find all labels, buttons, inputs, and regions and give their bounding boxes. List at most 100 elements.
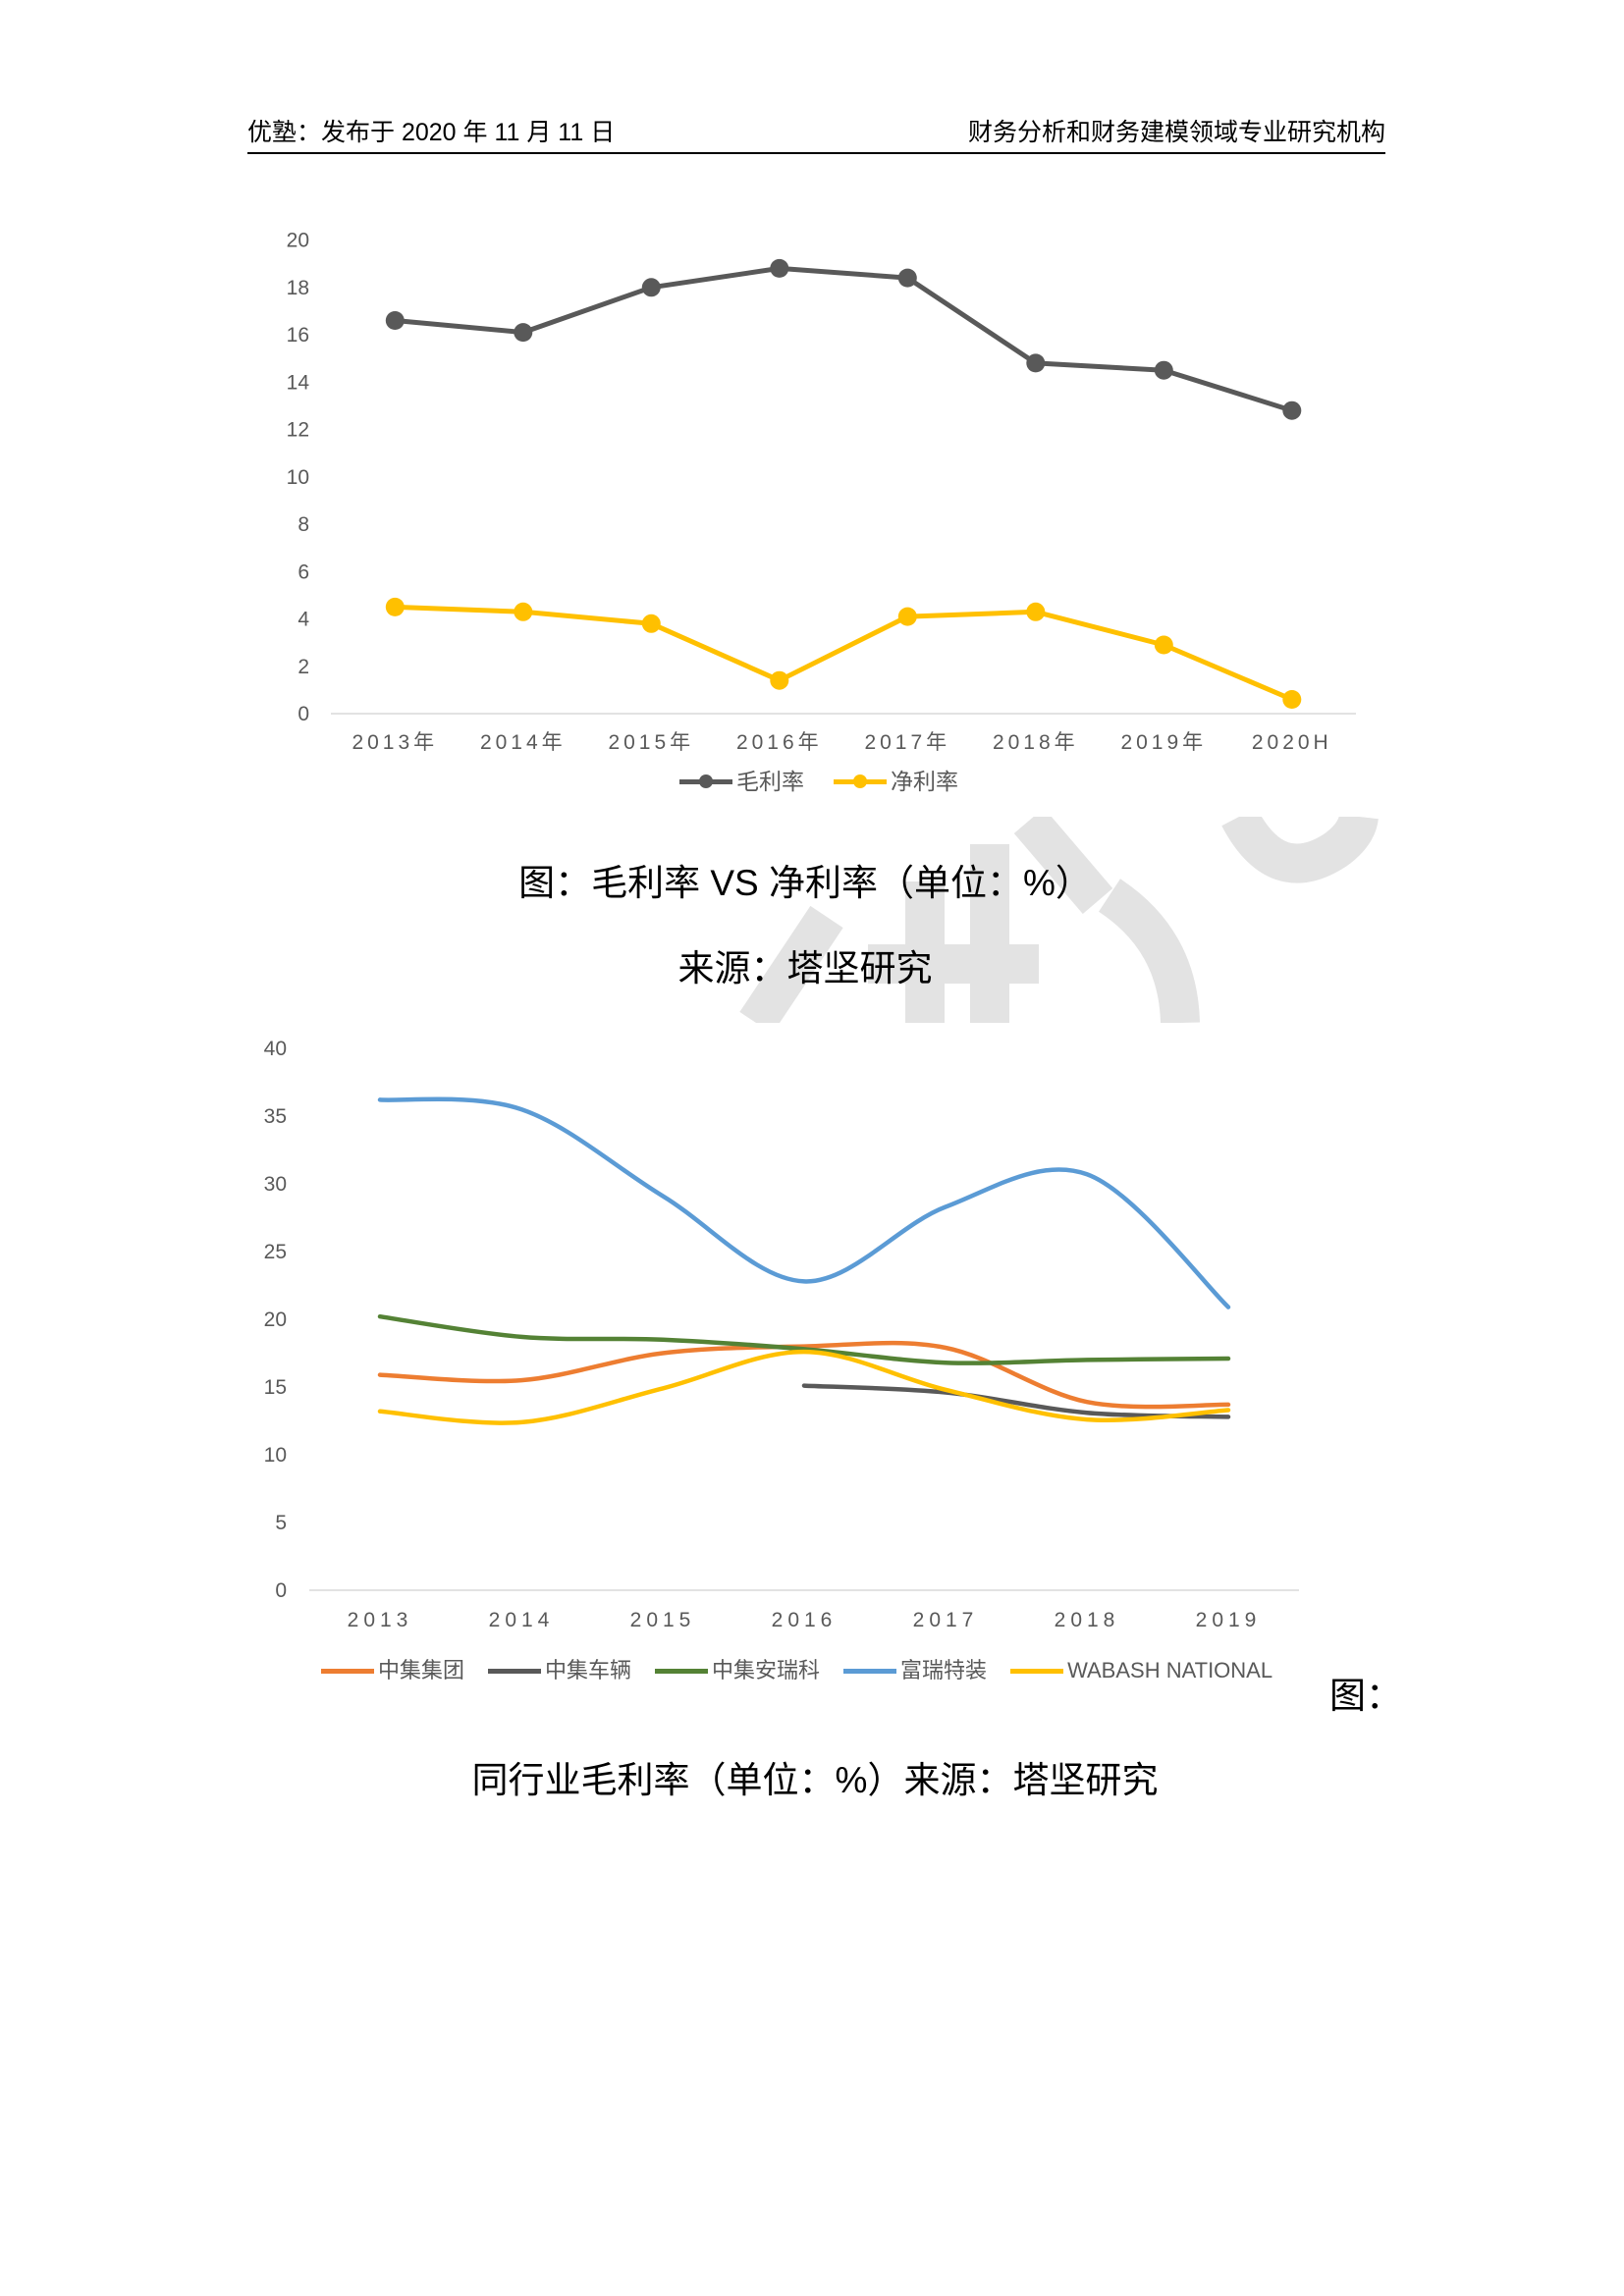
- cimc-group-legend-swatch: [321, 1656, 374, 1685]
- figure-2-label: 图：: [1329, 1676, 1402, 1716]
- chart-1-legend: 毛利率 净利率: [679, 767, 958, 796]
- furui-special-equipment-legend-swatch: [843, 1656, 897, 1685]
- y-tick-label: 8: [298, 513, 309, 536]
- y-tick-label: 0: [298, 703, 309, 725]
- x-tick-label: 2016: [772, 1609, 838, 1631]
- wabash-national-line: [377, 1349, 1231, 1425]
- x-tick-label: 2017年: [864, 731, 950, 754]
- x-axis-labels: 2013 2014 2015 2016 2017 2018 2019: [348, 1609, 1262, 1631]
- legend-line-swatch: [1010, 1669, 1064, 1674]
- wabash-national-legend-item: WABASH NATIONAL: [1010, 1656, 1272, 1685]
- cimc-vehicles-line: [801, 1383, 1231, 1419]
- cimc-group-legend-item: 中集集团: [321, 1656, 464, 1685]
- gross-margin-point: [641, 278, 661, 297]
- y-tick-label: 6: [298, 561, 309, 583]
- legend-label: 净利率: [891, 769, 958, 794]
- y-tick-label: 40: [264, 1038, 287, 1060]
- legend-line-swatch: [843, 1669, 897, 1674]
- y-tick-label: 12: [287, 419, 309, 442]
- y-tick-label: 20: [287, 230, 309, 252]
- header-publish-info: 优塾：发布于 2020 年 11 月 11 日: [247, 119, 616, 146]
- net-margin-point: [514, 602, 533, 621]
- cimc-group-line: [377, 1340, 1231, 1410]
- gross-margin-point: [897, 268, 917, 288]
- figure-1-source: 来源：塔坚研究: [677, 948, 933, 988]
- net-margin-point: [1282, 690, 1302, 709]
- net-margin-legend-item: 净利率: [834, 767, 958, 796]
- x-tick-label: 2013年: [352, 731, 438, 754]
- y-tick-label: 30: [264, 1173, 287, 1196]
- chart-2-legend: 中集集团 中集车辆 中集安瑞科 富瑞特装 WABASH NATIONAL: [321, 1656, 1272, 1685]
- x-tick-label: 2017: [913, 1609, 979, 1631]
- x-tick-label: 2014: [489, 1609, 555, 1631]
- cimc-enric-legend-item: 中集安瑞科: [655, 1656, 820, 1685]
- legend-label: 毛利率: [736, 769, 804, 794]
- x-tick-label: 2018年: [993, 731, 1079, 754]
- legend-label: 富瑞特装: [900, 1658, 988, 1682]
- figure-2-caption: 同行业毛利率（单位：%）来源：塔坚研究: [471, 1760, 1159, 1800]
- gross-margin-line: [392, 265, 1295, 413]
- legend-label: 中集集团: [378, 1658, 465, 1682]
- y-tick-label: 16: [287, 324, 309, 347]
- net-margin-point: [641, 614, 661, 633]
- legend-marker-swatch: [853, 774, 867, 788]
- x-tick-label: 2015年: [608, 731, 694, 754]
- x-tick-label: 2019年: [1120, 731, 1207, 754]
- gross-margin-series: [385, 258, 1302, 420]
- y-tick-label: 35: [264, 1105, 287, 1128]
- furui-special-equipment-legend-item: 富瑞特装: [843, 1656, 987, 1685]
- peer-gross-margin-chart: 0 5 10 15 20 25 30 35 40 2013 2014 2015 2016 2017 2018…: [264, 1038, 1299, 1631]
- y-tick-label: 4: [298, 609, 309, 631]
- wabash-national-series: [377, 1349, 1231, 1425]
- cimc-group-series: [377, 1340, 1231, 1410]
- header-org-tagline: 财务分析和财务建模领域专业研究机构: [967, 119, 1385, 146]
- furui-special-equipment-line: [377, 1096, 1231, 1309]
- gross-margin-point: [1026, 353, 1046, 373]
- x-tick-label: 2014年: [480, 731, 567, 754]
- net-margin-point: [385, 597, 405, 616]
- y-tick-label: 2: [298, 656, 309, 678]
- legend-label: WABASH NATIONAL: [1067, 1658, 1273, 1682]
- cimc-enric-line: [377, 1313, 1231, 1365]
- furui-special-equipment-series: [377, 1096, 1231, 1309]
- gross-margin-point: [514, 323, 533, 343]
- y-tick-label: 14: [287, 371, 310, 394]
- gross-margin-point: [770, 258, 789, 278]
- x-tick-label: 2020H: [1252, 731, 1332, 754]
- legend-label: 中集安瑞科: [712, 1658, 821, 1682]
- legend-line-swatch: [655, 1669, 709, 1674]
- y-tick-label: 10: [287, 466, 309, 489]
- legend-line-swatch: [321, 1669, 374, 1674]
- x-tick-label: 2019: [1196, 1609, 1262, 1631]
- x-tick-label: 2016年: [736, 731, 823, 754]
- legend-label: 中集车辆: [545, 1658, 632, 1682]
- net-margin-point: [1026, 602, 1046, 621]
- y-axis-labels: 0 5 10 15 20 25 30 35 40: [264, 1038, 287, 1602]
- y-tick-label: 25: [264, 1241, 287, 1263]
- x-tick-label: 2015: [630, 1609, 696, 1631]
- net-margin-point: [897, 607, 917, 626]
- y-tick-label: 20: [264, 1308, 287, 1331]
- gross-margin-point: [1282, 400, 1302, 420]
- cimc-vehicles-series: [801, 1383, 1231, 1419]
- net-margin-point: [770, 670, 789, 690]
- y-tick-label: 10: [264, 1444, 287, 1467]
- y-tick-label: 5: [275, 1512, 287, 1534]
- legend-line-swatch: [488, 1669, 542, 1674]
- gross-margin-point: [385, 311, 405, 330]
- net-margin-point: [1154, 635, 1173, 655]
- net-margin-legend-swatch: [834, 767, 887, 796]
- y-tick-label: 15: [264, 1376, 287, 1399]
- cimc-vehicles-legend-item: 中集车辆: [488, 1656, 631, 1685]
- cimc-vehicles-legend-swatch: [488, 1656, 542, 1685]
- y-tick-label: 18: [287, 277, 309, 299]
- gross-margin-legend-swatch: [679, 767, 732, 796]
- gross-margin-legend-item: 毛利率: [679, 767, 804, 796]
- gross-margin-point: [1154, 360, 1173, 380]
- x-axis-labels: 2013年 2014年 2015年 2016年 2017年 2018年 2019年 2020H: [352, 731, 1332, 754]
- header-divider: [247, 152, 1385, 154]
- legend-marker-swatch: [699, 774, 713, 788]
- x-tick-label: 2013: [348, 1609, 413, 1631]
